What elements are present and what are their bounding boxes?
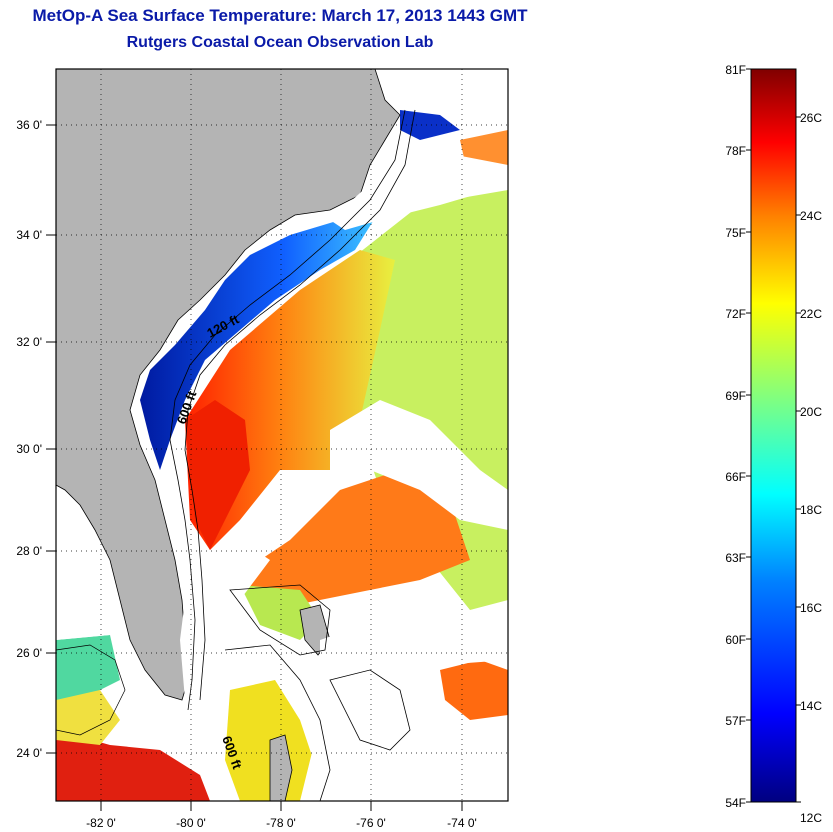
sst-shelf-cold: [140, 210, 380, 470]
lat-tick-label: 36 0': [16, 118, 42, 132]
colorbar-label-f: 81F: [725, 63, 746, 77]
sst-east-orange: [440, 660, 508, 720]
lon-tick-label: -82 0': [86, 816, 116, 830]
contour-600ft: [184, 109, 416, 701]
colorbar-label-c: 24C: [800, 209, 822, 223]
cloud-band-north: [330, 150, 508, 230]
bahamas-land-andros: [269, 734, 293, 801]
colorbar-label-c: 22C: [800, 307, 822, 321]
cloud-south: [300, 620, 508, 801]
sst-gulf-stream: [185, 400, 250, 550]
lat-tick-label: 32 0': [16, 335, 42, 349]
us-land: [56, 69, 401, 701]
lat-tick-label: 24 0': [16, 746, 42, 760]
colorbar-label-f: 78F: [725, 144, 746, 158]
grid-lines: [56, 69, 508, 801]
sst-warm-field-south: [230, 470, 470, 610]
colorbar-label-f: 72F: [725, 307, 746, 321]
colorbar-label-f: 66F: [725, 470, 746, 484]
map-title: MetOp-A Sea Surface Temperature: March 1…: [32, 6, 528, 25]
colorbar-label-f: 69F: [725, 389, 746, 403]
map-subtitle: Rutgers Coastal Ocean Observation Lab: [126, 34, 434, 51]
colorbar-label-c: 26C: [800, 111, 822, 125]
colorbar-ticks: [746, 68, 801, 803]
sst-bahamas-green: [240, 585, 320, 640]
axis-ticks: [46, 124, 463, 811]
colorbar-label-c: 12C: [800, 811, 822, 825]
sst-cuba-red: [56, 730, 210, 801]
colorbar-label-f: 57F: [725, 714, 746, 728]
colorbar-label-f: 54F: [725, 796, 746, 810]
lat-tick-label: 26 0': [16, 646, 42, 660]
contour-120ft: [169, 109, 406, 711]
lat-tick-label: 28 0': [16, 544, 42, 558]
colorbar-label-f: 63F: [725, 551, 746, 565]
lon-tick-label: -74 0': [447, 816, 477, 830]
lat-tick-label: 30 0': [16, 442, 42, 456]
colorbar: [750, 68, 797, 803]
colorbar-label-c: 14C: [800, 699, 822, 713]
colorbar-label-f: 75F: [725, 226, 746, 240]
colorbar-label-c: 20C: [800, 405, 822, 419]
sst-gulf-yellow: [56, 690, 120, 745]
cloud-band-middle: [330, 400, 508, 530]
sst-gulf-green: [56, 635, 120, 700]
sst-coast-blue-north: [400, 110, 460, 140]
colorbar-label-c: 16C: [800, 601, 822, 615]
lon-tick-label: -80 0': [176, 816, 206, 830]
colorbar-label-c: 18C: [800, 503, 822, 517]
contour-bahamas: [224, 584, 411, 801]
contour-gulf: [56, 644, 126, 736]
cloud-gulf: [56, 590, 120, 640]
lat-tick-label: 34 0': [16, 228, 42, 242]
lon-tick-label: -76 0': [356, 816, 386, 830]
lon-tick-label: -78 0': [266, 816, 296, 830]
colorbar-label-f: 60F: [725, 633, 746, 647]
